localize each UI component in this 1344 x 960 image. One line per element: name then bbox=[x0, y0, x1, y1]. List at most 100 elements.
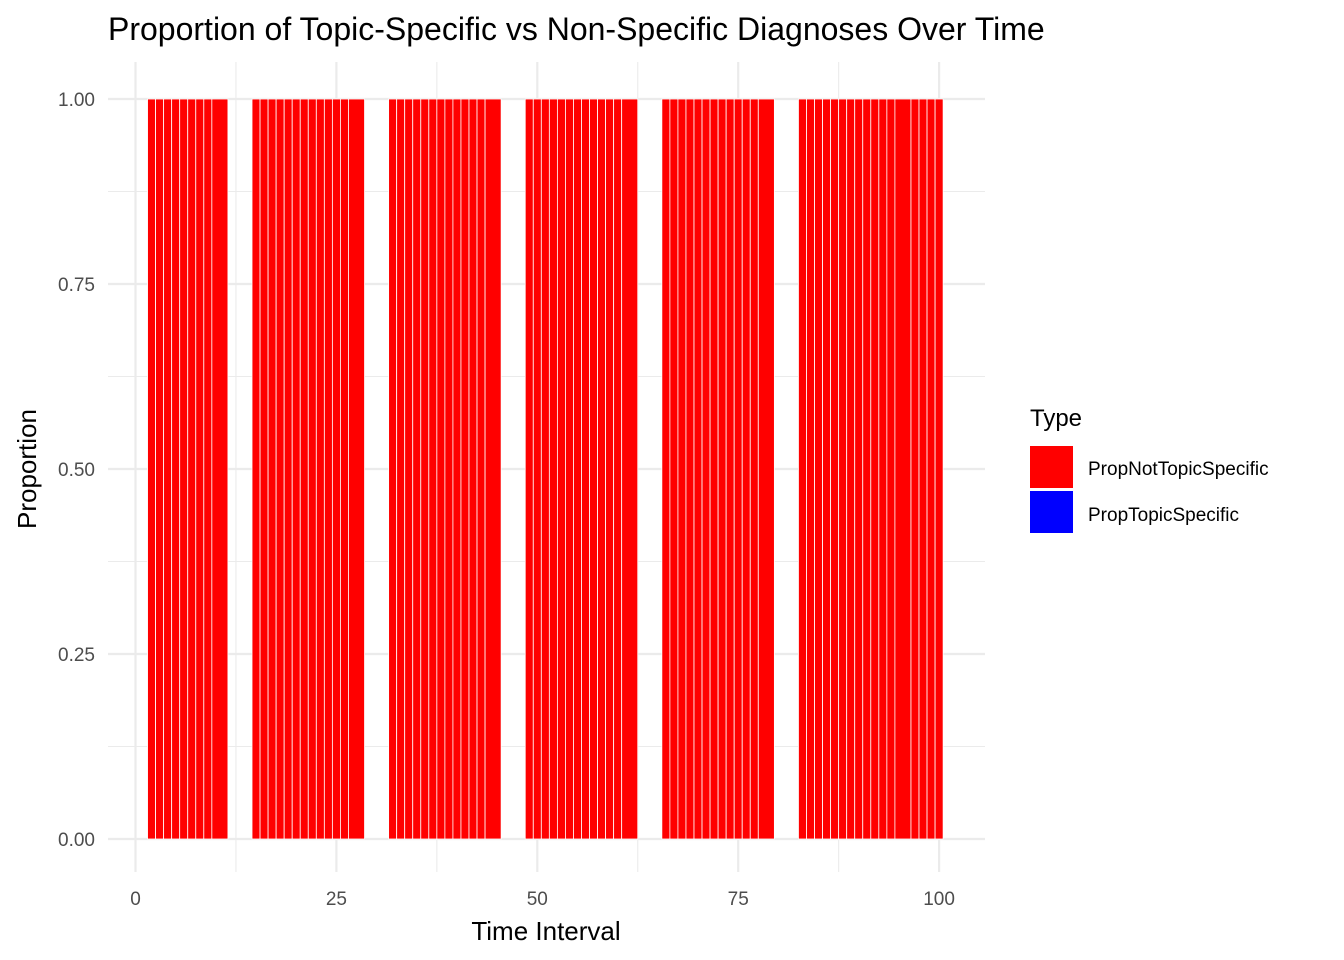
bar-prop-not-topic-specific bbox=[187, 98, 197, 840]
legend-key-prop-not-topic-specific bbox=[1030, 446, 1073, 488]
bar-prop-not-topic-specific bbox=[669, 98, 679, 840]
y-axis-ticks: 0.00 0.25 0.50 0.75 1.00 bbox=[58, 90, 95, 851]
bar-prop-not-topic-specific bbox=[926, 98, 936, 840]
bar-prop-not-topic-specific bbox=[822, 98, 832, 840]
bar-prop-not-topic-specific bbox=[195, 98, 205, 840]
bar-prop-not-topic-specific bbox=[886, 98, 896, 840]
bar-prop-not-topic-specific bbox=[460, 98, 470, 840]
bar-prop-not-topic-specific bbox=[693, 98, 703, 840]
legend-label-prop-topic-specific: PropTopicSpecific bbox=[1088, 505, 1239, 526]
bar-prop-not-topic-specific bbox=[830, 98, 840, 840]
bar-prop-not-topic-specific bbox=[420, 98, 430, 840]
x-axis-title: Time Interval bbox=[471, 916, 620, 946]
x-tick-label: 0 bbox=[130, 889, 141, 910]
bar-prop-not-topic-specific bbox=[412, 98, 422, 840]
bar-prop-not-topic-specific bbox=[340, 98, 349, 840]
bar-prop-not-topic-specific bbox=[452, 98, 462, 840]
bar-prop-not-topic-specific bbox=[307, 98, 317, 840]
y-tick-label: 0.00 bbox=[58, 830, 95, 851]
legend-label-prop-not-topic-specific: PropNotTopicSpecific bbox=[1088, 459, 1269, 480]
bar-prop-not-topic-specific bbox=[854, 98, 864, 840]
bar-prop-not-topic-specific bbox=[733, 98, 743, 840]
x-tick-label: 25 bbox=[326, 889, 347, 910]
y-axis-title: Proportion bbox=[12, 409, 42, 529]
bar-prop-not-topic-specific bbox=[597, 98, 607, 840]
x-tick-label: 50 bbox=[527, 889, 548, 910]
bar-prop-not-topic-specific bbox=[806, 98, 815, 840]
bar-prop-not-topic-specific bbox=[484, 98, 502, 840]
bar-prop-not-topic-specific bbox=[621, 98, 639, 840]
bar-prop-not-topic-specific bbox=[291, 98, 301, 840]
bar-prop-not-topic-specific bbox=[870, 98, 880, 840]
bars bbox=[147, 98, 944, 840]
bar-prop-not-topic-specific bbox=[211, 98, 229, 840]
bar-prop-not-topic-specific bbox=[677, 98, 687, 840]
bar-prop-not-topic-specific bbox=[613, 98, 623, 840]
bar-prop-not-topic-specific bbox=[725, 98, 735, 840]
y-tick-label: 0.25 bbox=[58, 645, 95, 666]
bar-prop-not-topic-specific bbox=[548, 98, 558, 840]
bar-prop-not-topic-specific bbox=[532, 98, 542, 840]
bar-prop-not-topic-specific bbox=[910, 98, 920, 840]
legend-title: Type bbox=[1030, 405, 1082, 432]
bar-prop-not-topic-specific bbox=[267, 98, 277, 840]
bar-prop-not-topic-specific bbox=[275, 98, 285, 840]
bar-prop-not-topic-specific bbox=[709, 98, 719, 840]
bar-prop-not-topic-specific bbox=[348, 98, 365, 840]
bar-prop-not-topic-specific bbox=[661, 98, 671, 840]
bar-prop-not-topic-specific bbox=[878, 98, 888, 840]
bar-prop-not-topic-specific bbox=[171, 98, 181, 840]
bar-prop-not-topic-specific bbox=[741, 98, 751, 840]
bar-prop-not-topic-specific bbox=[918, 98, 928, 840]
bar-prop-not-topic-specific bbox=[404, 98, 414, 840]
bar-prop-not-topic-specific bbox=[155, 98, 165, 840]
legend-key-prop-topic-specific bbox=[1030, 491, 1073, 533]
x-tick-label: 100 bbox=[923, 889, 955, 910]
bar-prop-not-topic-specific bbox=[862, 98, 872, 840]
bar-prop-not-topic-specific bbox=[251, 98, 261, 840]
bar-prop-not-topic-specific bbox=[147, 98, 156, 840]
bar-prop-not-topic-specific bbox=[283, 98, 293, 840]
bar-prop-not-topic-specific bbox=[846, 98, 856, 840]
bar-prop-not-topic-specific bbox=[315, 98, 325, 840]
bar-prop-not-topic-specific bbox=[476, 98, 486, 840]
bar-prop-not-topic-specific bbox=[685, 98, 695, 840]
bar-prop-not-topic-specific bbox=[259, 98, 269, 840]
bar-prop-not-topic-specific bbox=[934, 98, 944, 840]
y-tick-label: 0.75 bbox=[58, 275, 95, 296]
bar-prop-not-topic-specific bbox=[179, 98, 189, 840]
legend: Type PropNotTopicSpecific PropTopicSpeci… bbox=[1030, 405, 1269, 533]
chart-title: Proportion of Topic-Specific vs Non-Spec… bbox=[108, 11, 1045, 47]
bar-prop-not-topic-specific bbox=[573, 98, 582, 840]
x-axis-ticks: 0 25 50 75 100 bbox=[130, 889, 955, 910]
bar-prop-not-topic-specific bbox=[701, 98, 711, 840]
bar-prop-not-topic-specific bbox=[581, 98, 590, 840]
bar-prop-not-topic-specific bbox=[323, 98, 333, 840]
bar-prop-not-topic-specific bbox=[428, 98, 438, 840]
bar-prop-not-topic-specific bbox=[388, 98, 398, 840]
bar-prop-not-topic-specific bbox=[894, 98, 912, 840]
bar-prop-not-topic-specific bbox=[749, 98, 759, 840]
bar-prop-not-topic-specific bbox=[757, 98, 775, 840]
y-tick-label: 1.00 bbox=[58, 90, 95, 111]
bar-prop-not-topic-specific bbox=[396, 98, 406, 840]
y-tick-label: 0.50 bbox=[58, 460, 95, 481]
x-tick-label: 75 bbox=[728, 889, 749, 910]
bar-prop-not-topic-specific bbox=[468, 98, 478, 840]
bar-prop-not-topic-specific bbox=[524, 98, 534, 840]
bar-prop-not-topic-specific bbox=[163, 98, 173, 840]
bar-prop-not-topic-specific bbox=[565, 98, 574, 840]
bar-prop-not-topic-specific bbox=[589, 98, 598, 840]
bar-prop-not-topic-specific bbox=[556, 98, 566, 840]
bar-prop-not-topic-specific bbox=[605, 98, 615, 840]
bar-prop-not-topic-specific bbox=[814, 98, 823, 840]
bar-prop-not-topic-specific bbox=[436, 98, 446, 840]
bar-prop-not-topic-specific bbox=[203, 98, 213, 840]
bar-prop-not-topic-specific bbox=[798, 98, 807, 840]
bar-prop-not-topic-specific bbox=[540, 98, 550, 840]
bar-prop-not-topic-specific bbox=[717, 98, 727, 840]
bar-prop-not-topic-specific bbox=[331, 98, 341, 840]
bar-prop-not-topic-specific bbox=[299, 98, 309, 840]
bar-prop-not-topic-specific bbox=[838, 98, 848, 840]
